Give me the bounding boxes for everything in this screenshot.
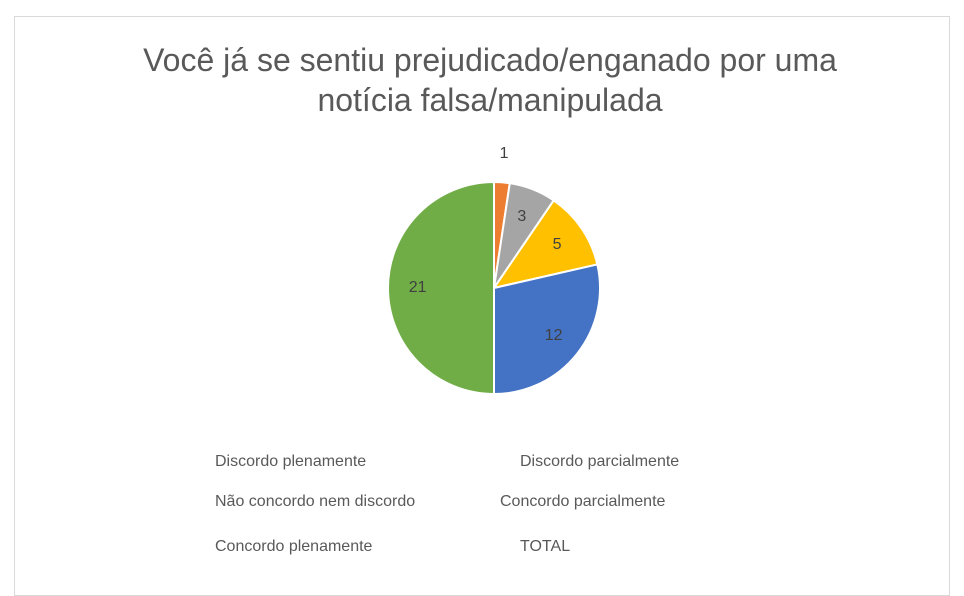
pie-slice	[493, 263, 601, 396]
data-label: 1	[500, 145, 509, 162]
legend-entry: Discordo parcialmente	[520, 453, 680, 470]
legend-entry: TOTAL	[520, 538, 571, 555]
pie-slice	[491, 199, 599, 290]
legend-entry: Concordo parcialmente	[500, 493, 666, 510]
legend-entry: Não concordo nem discordo	[215, 493, 416, 510]
chart-title: Você já se sentiu prejudicado/enganado p…	[143, 42, 837, 118]
data-label: 21	[409, 279, 427, 296]
legend-entry: Discordo plenamente	[215, 453, 367, 470]
data-label: 5	[553, 236, 562, 253]
chart: 1 3 5 12 21	[387, 145, 601, 396]
legend-entry: Concordo plenamente	[215, 538, 373, 555]
data-label: 12	[545, 327, 563, 344]
data-label: 3	[517, 208, 526, 225]
pie-slice	[387, 180, 495, 396]
